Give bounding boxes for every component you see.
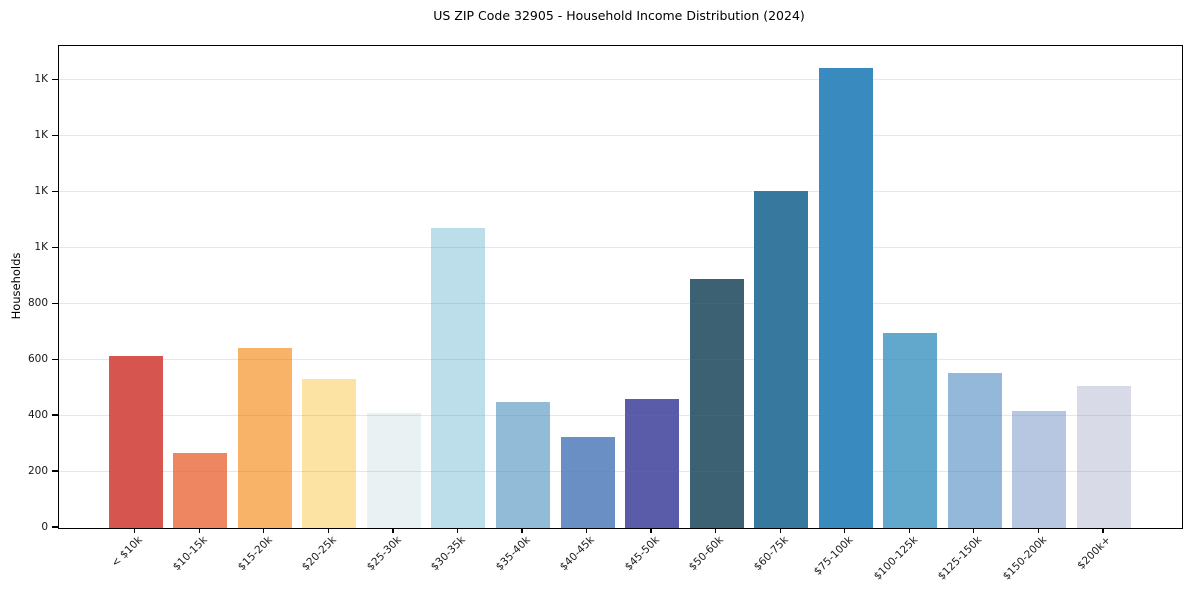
x-tick-mark (1102, 527, 1104, 533)
x-tick-mark (844, 527, 846, 533)
bar-20-25k (302, 378, 357, 528)
x-tick-mark (134, 527, 136, 533)
gridline-800 (59, 303, 1182, 305)
x-tick-mark (1037, 527, 1040, 533)
x-tick-mark (585, 527, 588, 533)
chart-title: US ZIP Code 32905 - Household Income Dis… (433, 8, 805, 23)
bar-10k (108, 356, 163, 528)
bar-100-125k (883, 333, 938, 528)
gridline-200 (59, 471, 1182, 473)
x-tick-label: $50-60k (687, 534, 727, 574)
x-tick-label: $35-40k (493, 534, 533, 574)
y-tick-mark (52, 78, 58, 81)
y-tick-mark (52, 526, 58, 528)
x-tick-label: < $10k (109, 534, 146, 570)
y-tick-mark (52, 246, 58, 248)
bar-35-40k (496, 401, 550, 528)
gridline-1000 (59, 247, 1182, 249)
y-tick-label: 200 (27, 465, 48, 478)
y-tick-mark (52, 134, 58, 137)
x-tick-mark (263, 527, 265, 533)
gridline-400 (59, 415, 1182, 417)
y-tick-mark (52, 414, 58, 416)
plot-area (58, 45, 1183, 529)
bar-25-30k (366, 412, 421, 528)
y-tick-mark (52, 470, 58, 472)
y-axis-label: Households (9, 252, 23, 320)
bar-125-150k (947, 372, 1002, 528)
x-tick-mark (456, 527, 459, 533)
x-tick-label: $20-25k (299, 534, 339, 574)
bar-200k (1076, 385, 1131, 528)
y-tick-mark (52, 302, 58, 304)
y-tick-mark (52, 358, 58, 360)
y-tick-label: 800 (27, 297, 48, 310)
y-tick-mark (52, 190, 58, 192)
x-tick-mark (650, 527, 652, 533)
x-tick-label: $40-45k (557, 534, 597, 574)
x-tick-mark (392, 527, 394, 533)
x-tick-label: $45-50k (622, 534, 662, 574)
x-tick-label: $150-200k (1000, 534, 1049, 583)
bar-75-100k (818, 67, 873, 528)
x-tick-label: $60-75k (751, 534, 791, 574)
bar-50-60k (689, 279, 744, 528)
x-tick-mark (327, 527, 329, 533)
y-tick-label: 1K (34, 185, 48, 198)
y-tick-label: 1K (34, 241, 48, 254)
x-tick-label: $30-35k (428, 534, 468, 574)
bar-10-15k (173, 453, 228, 528)
x-tick-mark (908, 527, 910, 533)
gridline-1600 (59, 79, 1182, 81)
x-tick-label: $25-30k (364, 534, 404, 574)
x-tick-label: $75-100k (811, 534, 856, 578)
bar-45-50k (625, 399, 680, 528)
x-tick-mark (198, 527, 200, 533)
y-tick-label: 400 (27, 409, 48, 422)
y-tick-label: 600 (27, 353, 48, 366)
y-tick-label: 1K (34, 73, 48, 86)
bar-150-200k (1012, 410, 1067, 528)
x-tick-label: $10-15k (170, 534, 210, 574)
gridline-1400 (59, 135, 1182, 137)
gridline-600 (59, 359, 1182, 361)
x-tick-mark (779, 527, 781, 533)
bar-30-35k (431, 227, 486, 528)
x-tick-mark (973, 527, 975, 533)
x-tick-label: $200k+ (1075, 534, 1114, 572)
x-tick-label: $100-125k (871, 534, 920, 583)
bar-60-75k (754, 191, 809, 528)
bar-15-20k (237, 348, 292, 528)
x-tick-label: $15-20k (235, 534, 275, 574)
y-tick-label: 1K (34, 129, 48, 142)
gridline-1200 (59, 191, 1182, 193)
x-tick-mark (521, 527, 523, 533)
y-tick-label: 0 (41, 521, 48, 533)
bar-40-45k (560, 436, 615, 528)
x-tick-label: $125-150k (935, 534, 985, 583)
x-tick-mark (714, 527, 717, 533)
